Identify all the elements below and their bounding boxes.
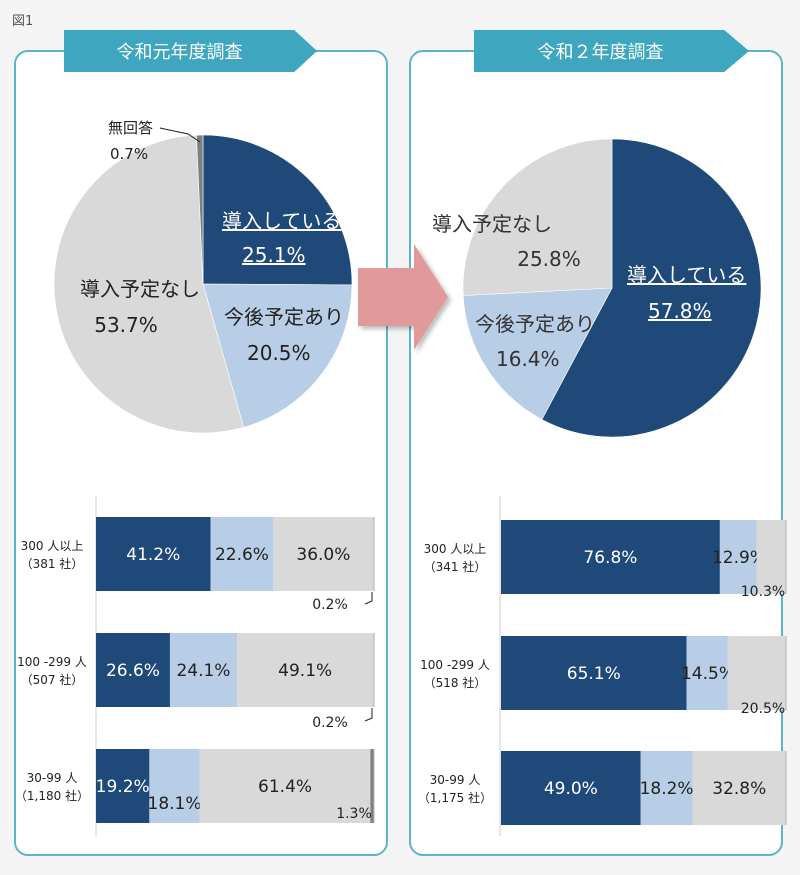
pie-label: 導入している bbox=[222, 209, 341, 233]
pie-slice bbox=[202, 283, 353, 428]
bar-segment bbox=[756, 520, 786, 594]
bar-value-label: 18.2% bbox=[640, 779, 694, 799]
bar-segment bbox=[686, 636, 728, 710]
bar-segment bbox=[640, 751, 693, 825]
category-label: 30-99 人 bbox=[430, 773, 481, 787]
pie-label: 導入している bbox=[627, 263, 746, 287]
bar-segment bbox=[727, 636, 787, 710]
bar-value-label: 1.3% bbox=[336, 806, 372, 822]
pie-label: 今後予定あり bbox=[224, 305, 344, 329]
category-label: 100 -299 人 bbox=[17, 655, 87, 669]
bar-value-label: 36.0% bbox=[296, 545, 350, 565]
bar-value-label: 14.5% bbox=[681, 664, 735, 684]
bar-segment bbox=[149, 749, 200, 823]
category-label: 300 人以上 bbox=[424, 542, 487, 556]
bar-value-label: 12.9% bbox=[712, 548, 766, 568]
bar-value-label: 24.1% bbox=[176, 661, 230, 681]
survey-2019-panel bbox=[14, 50, 388, 856]
pie-label: 導入予定なし bbox=[432, 212, 552, 236]
bar-value-label: 0.2% bbox=[312, 597, 348, 613]
category-label: 30-99 人 bbox=[27, 771, 78, 785]
bar-value-label: 20.5% bbox=[741, 701, 785, 717]
bar-segment bbox=[501, 636, 687, 710]
bar-segment bbox=[501, 751, 641, 825]
bar-value-label: 0.2% bbox=[312, 715, 348, 731]
bar-value-label: 18.1% bbox=[148, 794, 202, 814]
bar-leader-line bbox=[364, 592, 373, 605]
category-label: 100 -299 人 bbox=[420, 658, 490, 672]
bar-segment bbox=[501, 520, 720, 594]
pie-value-label: 16.4% bbox=[496, 347, 560, 371]
bar-value-label: 65.1% bbox=[567, 664, 621, 684]
bar-segment bbox=[236, 633, 374, 707]
pie-slice bbox=[541, 138, 762, 438]
bar-segment bbox=[370, 749, 374, 823]
bar-segment bbox=[199, 749, 371, 823]
bar-segment bbox=[210, 517, 274, 591]
pie-slice bbox=[196, 134, 204, 285]
bar-value-label: 76.8% bbox=[583, 548, 637, 568]
bar-segment bbox=[692, 751, 786, 825]
pie-value-label: 25.8% bbox=[517, 247, 581, 271]
transition-arrow bbox=[358, 244, 448, 350]
pie-value-label: 57.8% bbox=[648, 299, 712, 323]
survey-2020-title: 令和２年度調査 bbox=[474, 30, 749, 72]
bar-segment bbox=[96, 749, 150, 823]
bar-value-label: 32.8% bbox=[712, 779, 766, 799]
category-count: （1,175 社） bbox=[418, 790, 492, 805]
category-count: （341 社） bbox=[424, 559, 487, 574]
pie-leader-line bbox=[159, 127, 201, 143]
bar-value-label: 49.0% bbox=[544, 779, 598, 799]
bar-value-label: 26.6% bbox=[106, 661, 160, 681]
pie-value-label: 25.1% bbox=[242, 243, 306, 267]
pie-value-label: 0.7% bbox=[110, 145, 148, 163]
pie-slice bbox=[202, 134, 353, 286]
bar-segment bbox=[273, 517, 374, 591]
category-count: （507 社） bbox=[21, 672, 84, 687]
pie-slice bbox=[462, 138, 613, 296]
category-count: （1,180 社） bbox=[15, 788, 89, 803]
survey-2019-title: 令和元年度調査 bbox=[64, 30, 317, 72]
category-count: （518 社） bbox=[424, 675, 487, 690]
pie-value-label: 53.7% bbox=[94, 313, 158, 337]
pie-label: 無回答 bbox=[108, 119, 153, 137]
bar-value-label: 19.2% bbox=[96, 777, 150, 797]
category-label: 300 人以上 bbox=[21, 539, 84, 553]
bar-segment bbox=[96, 517, 211, 591]
bar-leader-line bbox=[364, 708, 373, 722]
pie-label: 今後予定あり bbox=[475, 312, 595, 336]
bar-value-label: 10.3% bbox=[741, 584, 785, 600]
pie-value-label: 20.5% bbox=[247, 341, 311, 365]
category-count: （381 社） bbox=[21, 556, 84, 571]
pie-slice bbox=[53, 134, 245, 434]
bar-segment bbox=[719, 520, 757, 594]
bar-value-label: 61.4% bbox=[258, 777, 312, 797]
pie-label: 導入予定なし bbox=[80, 277, 200, 301]
bar-segment bbox=[96, 633, 170, 707]
figure-label: 図1 bbox=[12, 14, 34, 29]
bar-value-label: 22.6% bbox=[215, 545, 269, 565]
bar-value-label: 41.2% bbox=[126, 545, 180, 565]
bar-segment bbox=[169, 633, 237, 707]
bar-value-label: 49.1% bbox=[278, 661, 332, 681]
pie-slice bbox=[462, 287, 613, 420]
